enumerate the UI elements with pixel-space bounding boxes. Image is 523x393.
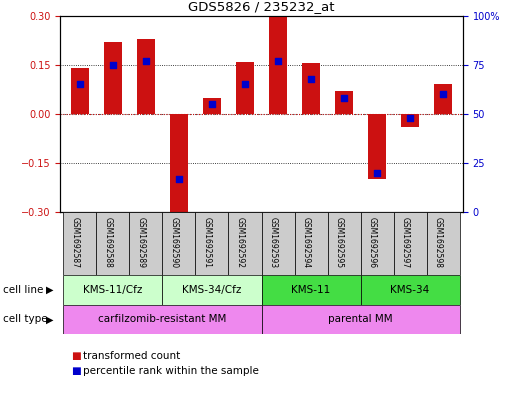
Bar <box>63 212 96 275</box>
Text: GSM1692587: GSM1692587 <box>71 217 80 268</box>
Bar <box>163 212 196 275</box>
Point <box>406 115 414 121</box>
Bar <box>262 275 360 305</box>
Bar <box>170 114 188 219</box>
Point <box>307 75 315 82</box>
Point <box>340 95 348 101</box>
Text: GSM1692592: GSM1692592 <box>236 217 245 268</box>
Bar <box>360 212 393 275</box>
Bar <box>434 84 452 114</box>
Bar <box>294 212 327 275</box>
Text: cell line: cell line <box>3 285 43 295</box>
Bar <box>71 68 89 114</box>
Bar <box>393 212 427 275</box>
Text: parental MM: parental MM <box>328 314 393 324</box>
Bar <box>269 16 287 114</box>
Bar <box>262 305 460 334</box>
Bar <box>335 91 353 114</box>
Point <box>109 62 117 68</box>
Text: GSM1692589: GSM1692589 <box>137 217 146 268</box>
Bar <box>137 39 155 114</box>
Bar <box>236 62 254 114</box>
Bar <box>360 275 460 305</box>
Point <box>439 91 447 97</box>
Text: percentile rank within the sample: percentile rank within the sample <box>83 366 258 376</box>
Text: GSM1692593: GSM1692593 <box>269 217 278 268</box>
Text: GSM1692595: GSM1692595 <box>335 217 344 268</box>
Bar <box>104 42 122 114</box>
Point <box>274 58 282 64</box>
Text: KMS-11/Cfz: KMS-11/Cfz <box>83 285 143 295</box>
Text: GSM1692596: GSM1692596 <box>368 217 377 268</box>
Text: GSM1692588: GSM1692588 <box>104 217 113 268</box>
Text: ▶: ▶ <box>46 285 53 295</box>
Point <box>142 58 150 64</box>
Text: ■: ■ <box>71 366 81 376</box>
Bar <box>229 212 262 275</box>
Text: GSM1692597: GSM1692597 <box>401 217 410 268</box>
Text: ▶: ▶ <box>46 314 53 324</box>
Bar <box>262 212 294 275</box>
Text: KMS-11: KMS-11 <box>291 285 331 295</box>
Bar <box>368 114 386 180</box>
Bar <box>130 212 163 275</box>
Bar <box>327 212 360 275</box>
Text: ■: ■ <box>71 351 81 361</box>
Bar <box>203 97 221 114</box>
Point <box>175 176 183 182</box>
Bar <box>302 63 320 114</box>
Bar <box>96 212 130 275</box>
Point <box>373 170 381 176</box>
Bar <box>401 114 419 127</box>
Text: GSM1692598: GSM1692598 <box>434 217 443 268</box>
Title: GDS5826 / 235232_at: GDS5826 / 235232_at <box>188 0 335 13</box>
Text: KMS-34: KMS-34 <box>390 285 430 295</box>
Text: KMS-34/Cfz: KMS-34/Cfz <box>183 285 242 295</box>
Bar <box>196 212 229 275</box>
Bar <box>163 275 262 305</box>
Point <box>208 101 216 107</box>
Point <box>76 81 84 88</box>
Text: GSM1692591: GSM1692591 <box>203 217 212 268</box>
Text: GSM1692590: GSM1692590 <box>170 217 179 268</box>
Text: transformed count: transformed count <box>83 351 180 361</box>
Text: cell type: cell type <box>3 314 47 324</box>
Bar <box>63 275 163 305</box>
Point <box>241 81 249 88</box>
Bar <box>63 305 262 334</box>
Bar <box>427 212 460 275</box>
Text: GSM1692594: GSM1692594 <box>302 217 311 268</box>
Text: carfilzomib-resistant MM: carfilzomib-resistant MM <box>98 314 226 324</box>
